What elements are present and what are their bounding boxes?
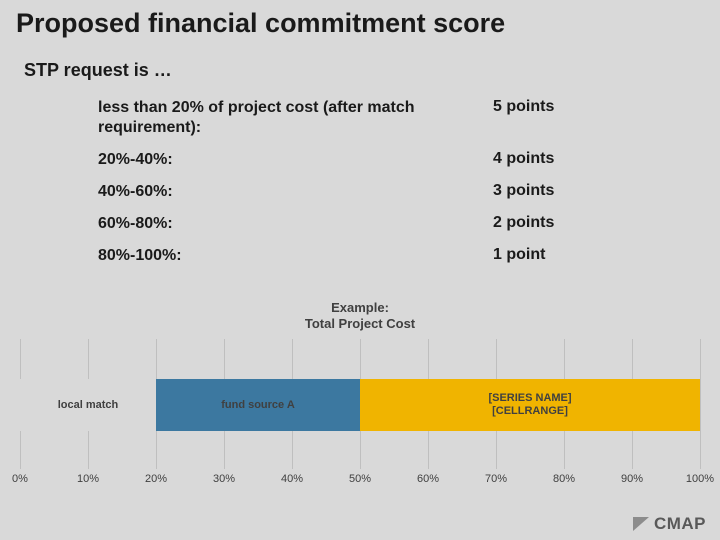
score-points: 5 points (493, 98, 658, 138)
stacked-bar: local match fund source A [SERIES NAME] … (20, 379, 700, 431)
table-row: less than 20% of project cost (after mat… (98, 98, 658, 138)
chart-title-line2: Total Project Cost (305, 316, 415, 331)
segment-series-placeholder: [SERIES NAME] [CELLRANGE] (360, 379, 700, 431)
scoring-table: less than 20% of project cost (after mat… (98, 98, 658, 278)
logo-text: CMAP (654, 514, 706, 534)
chart-title-line1: Example: (331, 300, 389, 315)
segment-label: local match (58, 399, 119, 412)
score-points: 2 points (493, 214, 658, 234)
table-row: 20%-40%: 4 points (98, 150, 658, 170)
tick: 70% (485, 473, 507, 485)
subtitle: STP request is … (24, 60, 172, 81)
gridline (700, 339, 701, 469)
table-row: 60%-80%: 2 points (98, 214, 658, 234)
tick: 10% (77, 473, 99, 485)
tick: 100% (686, 473, 714, 485)
score-label: 20%-40%: (98, 150, 493, 170)
segment-label: fund source A (221, 399, 295, 412)
tick: 0% (12, 473, 28, 485)
score-points: 3 points (493, 182, 658, 202)
tick: 80% (553, 473, 575, 485)
score-label: less than 20% of project cost (after mat… (98, 98, 493, 138)
table-row: 40%-60%: 3 points (98, 182, 658, 202)
logo-icon (633, 517, 649, 531)
score-label: 80%-100%: (98, 246, 493, 266)
tick: 40% (281, 473, 303, 485)
tick: 90% (621, 473, 643, 485)
tick: 50% (349, 473, 371, 485)
segment-label: [SERIES NAME] [CELLRANGE] (488, 392, 571, 418)
x-axis: 0% 10% 20% 30% 40% 50% 60% 70% 80% 90% 1… (20, 473, 700, 491)
segment-fund-source-a: fund source A (156, 379, 360, 431)
tick: 60% (417, 473, 439, 485)
segment-local-match: local match (20, 379, 156, 431)
score-label: 60%-80%: (98, 214, 493, 234)
tick: 20% (145, 473, 167, 485)
chart-title: Example: Total Project Cost (20, 300, 700, 331)
chart-body: local match fund source A [SERIES NAME] … (20, 339, 700, 469)
page-title: Proposed financial commitment score (16, 8, 505, 39)
tick: 30% (213, 473, 235, 485)
example-chart: Example: Total Project Cost local match … (20, 300, 700, 500)
score-points: 1 point (493, 246, 658, 266)
score-label: 40%-60%: (98, 182, 493, 202)
cmap-logo: CMAP (633, 514, 706, 534)
score-points: 4 points (493, 150, 658, 170)
table-row: 80%-100%: 1 point (98, 246, 658, 266)
